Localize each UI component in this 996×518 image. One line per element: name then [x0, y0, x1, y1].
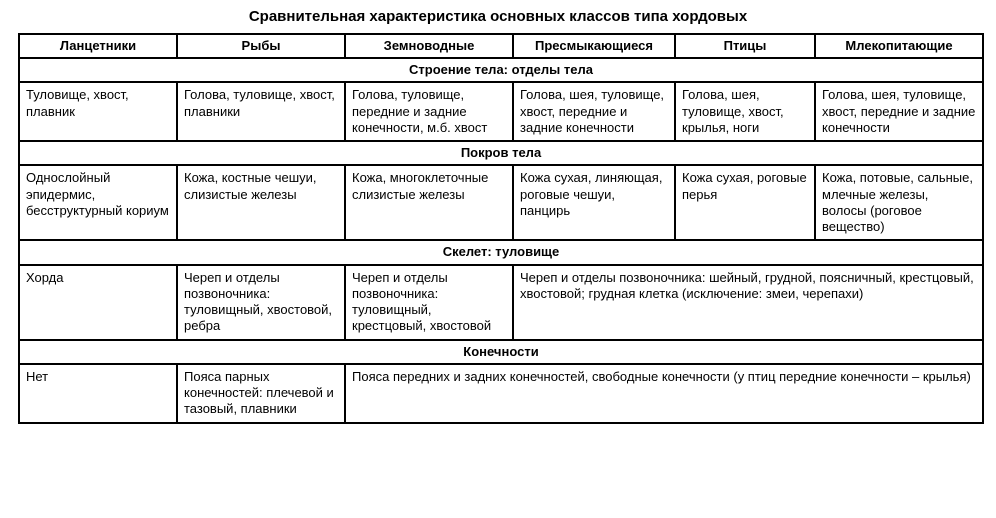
page-title: Сравнительная характеристика основных кл…	[18, 8, 978, 27]
section-header-row: Скелет: туловище	[19, 240, 983, 264]
cell: Голова, туловище, хвост, плавники	[177, 82, 345, 141]
cell: Кожа, потовые, сальные, млечные железы, …	[815, 165, 983, 240]
table-row: Хорда Череп и отделы позвоночника: тулов…	[19, 265, 983, 340]
section-header-cover: Покров тела	[19, 141, 983, 165]
section-header-row: Конечности	[19, 340, 983, 364]
cell: Голова, шея, туловище, хвост, передние и…	[815, 82, 983, 141]
section-header-row: Строение тела: отделы тела	[19, 58, 983, 82]
cell: Туловище, хвост, плавник	[19, 82, 177, 141]
cell-merged: Череп и отделы позвоночника: шейный, гру…	[513, 265, 983, 340]
cell: Нет	[19, 364, 177, 423]
cell: Кожа сухая, роговые перья	[675, 165, 815, 240]
page: Сравнительная характеристика основных кл…	[0, 0, 996, 436]
table-row: Нет Пояса парных конечностей: плечевой и…	[19, 364, 983, 423]
col-header: Млекопитающие	[815, 34, 983, 58]
col-header: Рыбы	[177, 34, 345, 58]
section-header-body-structure: Строение тела: отделы тела	[19, 58, 983, 82]
col-header: Ланцетники	[19, 34, 177, 58]
cell: Кожа сухая, линяющая, роговые чешуи, пан…	[513, 165, 675, 240]
section-header-skeleton: Скелет: туловище	[19, 240, 983, 264]
comparison-table: Ланцетники Рыбы Земноводные Пресмыкающие…	[18, 33, 984, 424]
cell-merged: Пояса передних и задних конечностей, сво…	[345, 364, 983, 423]
cell: Однослойный эпидермис, бесструктурный ко…	[19, 165, 177, 240]
cell: Пояса парных конечностей: плечевой и таз…	[177, 364, 345, 423]
col-header: Пресмыкающиеся	[513, 34, 675, 58]
table-row: Однослойный эпидермис, бесструктурный ко…	[19, 165, 983, 240]
col-header: Птицы	[675, 34, 815, 58]
table-header-row: Ланцетники Рыбы Земноводные Пресмыкающие…	[19, 34, 983, 58]
cell: Голова, шея, туловище, хвост, передние и…	[513, 82, 675, 141]
cell: Голова, туловище, передние и задние коне…	[345, 82, 513, 141]
section-header-limbs: Конечности	[19, 340, 983, 364]
cell: Кожа, многоклеточные слизистые железы	[345, 165, 513, 240]
cell: Кожа, костные чешуи, слизистые железы	[177, 165, 345, 240]
cell: Хорда	[19, 265, 177, 340]
col-header: Земноводные	[345, 34, 513, 58]
cell: Череп и отделы позвоночника: туловищный,…	[177, 265, 345, 340]
cell: Череп и отделы позвоночника: туловищный,…	[345, 265, 513, 340]
table-row: Туловище, хвост, плавник Голова, туловищ…	[19, 82, 983, 141]
cell: Голова, шея, туловище, хвост, крылья, но…	[675, 82, 815, 141]
section-header-row: Покров тела	[19, 141, 983, 165]
